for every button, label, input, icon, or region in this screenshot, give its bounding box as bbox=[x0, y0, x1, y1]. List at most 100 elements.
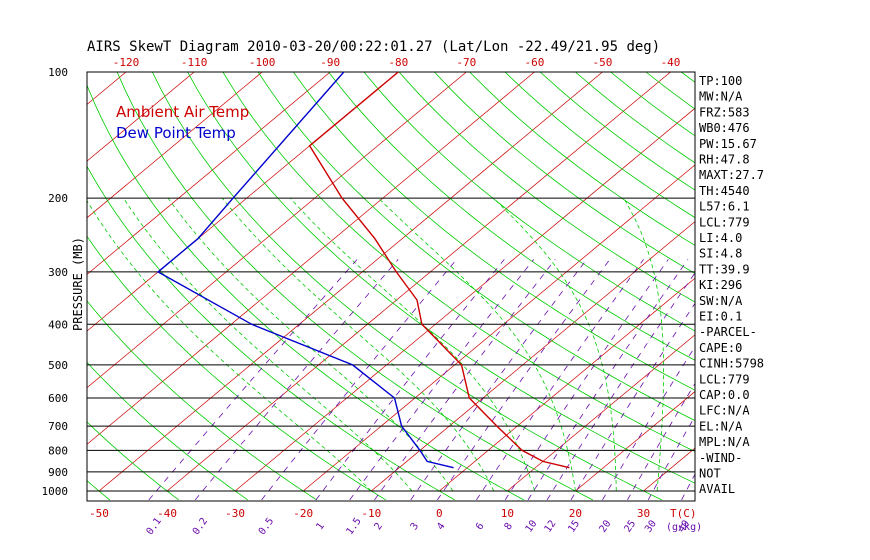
moist-adiabat-line bbox=[378, 197, 576, 492]
isotherm-line bbox=[575, 391, 695, 492]
mixing-ratio-line bbox=[627, 382, 695, 501]
mixing-ratio-line bbox=[476, 259, 644, 501]
index-row: EL:N/A bbox=[699, 419, 743, 433]
index-row: L57:6.1 bbox=[699, 200, 750, 214]
mixing-ratio-line bbox=[437, 259, 611, 501]
mixing-ratio-tick-label: 8 bbox=[503, 521, 515, 532]
dry-adiabat-line bbox=[363, 72, 695, 332]
index-row: SW:N/A bbox=[699, 294, 743, 308]
index-row: MAXT:27.7 bbox=[699, 168, 764, 182]
pressure-ticks: 100 200 300 400 500 600 700 800 900 1000 bbox=[42, 66, 69, 498]
bottom-temp-ticks: -50 -40 -30 -20 -10 0 10 20 30 T(C) bbox=[89, 507, 696, 520]
top-temp-tick-label: -60 bbox=[524, 56, 544, 69]
top-temp-ticks: -120 -110 -100 -90 -80 -70 -60 -50 -40 bbox=[113, 56, 681, 69]
mixing-ratio-tick-label: 3 bbox=[409, 521, 421, 532]
pressure-tick-label: 600 bbox=[48, 392, 68, 405]
top-temp-tick-label: -70 bbox=[456, 56, 476, 69]
moist-adiabat-line bbox=[221, 197, 495, 492]
mixing-ratio-tick-label: 1 bbox=[314, 521, 326, 532]
top-temp-tick-label: -100 bbox=[249, 56, 276, 69]
mixing-ratio-line bbox=[194, 259, 399, 501]
isotherm-line bbox=[507, 334, 695, 492]
index-row: SI:4.8 bbox=[699, 247, 742, 261]
mixing-ratio-tick-label: 25 bbox=[622, 518, 638, 534]
top-temp-tick-label: -110 bbox=[181, 56, 208, 69]
isotherm-line bbox=[0, 53, 81, 491]
series-dewpoint-line bbox=[156, 72, 454, 469]
mixing-ratio-line bbox=[527, 259, 689, 501]
mixing-ratio-tick-label: 0.5 bbox=[257, 516, 276, 537]
index-row: CAP:0.0 bbox=[699, 388, 750, 402]
pressure-tick-label: 400 bbox=[48, 318, 68, 331]
mixing-ratio-line bbox=[602, 345, 695, 501]
index-row: TH:4540 bbox=[699, 184, 750, 198]
dry-adiabat-line bbox=[257, 72, 695, 422]
dry-adiabat-line bbox=[116, 72, 593, 501]
mixing-ratio-tick-label: 30 bbox=[643, 518, 659, 534]
y-axis-label: PRESSURE (MB) bbox=[71, 237, 85, 331]
isotherm-line bbox=[87, 72, 263, 219]
mixing-ratio-line bbox=[148, 259, 358, 501]
index-row: TP:100 bbox=[699, 74, 742, 88]
index-row: WB0:476 bbox=[699, 121, 750, 135]
index-row: MPL:N/A bbox=[699, 435, 750, 449]
pressure-tick-label: 900 bbox=[48, 466, 68, 479]
index-row: KI:296 bbox=[699, 278, 742, 292]
bottom-temp-tick-label: -30 bbox=[225, 507, 245, 520]
pressure-tick-label: 200 bbox=[48, 192, 68, 205]
bottom-unit-label: T(C) bbox=[670, 507, 697, 520]
mixing-ratio-tick-label: 6 bbox=[474, 521, 486, 532]
dry-adiabat-line bbox=[328, 72, 695, 361]
index-row: MW:N/A bbox=[699, 90, 743, 104]
index-row: AVAIL bbox=[699, 482, 735, 496]
index-row: LCL:779 bbox=[699, 215, 750, 229]
mixing-ratio-line bbox=[374, 259, 556, 501]
bottom-temp-tick-label: 30 bbox=[637, 507, 650, 520]
dry-adiabat-line bbox=[433, 72, 695, 274]
mixing-ratio-line bbox=[349, 259, 535, 501]
index-row: TT:39.9 bbox=[699, 262, 750, 276]
isobar-grid bbox=[87, 197, 695, 492]
dry-adiabat-line bbox=[292, 72, 695, 391]
mixing-ratio-tick-label: 10 bbox=[524, 518, 540, 534]
index-row: LCL:779 bbox=[699, 372, 750, 386]
index-row: FRZ:583 bbox=[699, 105, 750, 119]
index-row: RH:47.8 bbox=[699, 153, 750, 167]
series-ambient-temp-line bbox=[308, 72, 570, 469]
mixing-ratio-line bbox=[681, 473, 695, 501]
mixing-ratio-tick-label: 2 bbox=[373, 521, 385, 532]
isotherm-line bbox=[439, 277, 695, 492]
mixing-ratio-tick-label: 0.2 bbox=[191, 516, 210, 537]
mixing-ratio-line bbox=[261, 259, 458, 501]
pressure-tick-label: 800 bbox=[48, 444, 68, 457]
moist-adiabat-line bbox=[289, 197, 535, 492]
series-layer bbox=[156, 72, 570, 469]
bottom-temp-tick-label: 0 bbox=[436, 507, 443, 520]
dry-adiabat-line bbox=[187, 72, 695, 484]
mixing-ratio-tick-label: 15 bbox=[566, 518, 582, 534]
index-row: -WIND- bbox=[699, 451, 742, 465]
bottom-temp-tick-label: 20 bbox=[569, 507, 582, 520]
dry-adiabat-line bbox=[0, 53, 41, 500]
bottom-temp-tick-label: -10 bbox=[361, 507, 381, 520]
dry-adiabat-line bbox=[87, 84, 524, 501]
index-row: -PARCEL- bbox=[699, 325, 757, 339]
isotherm-line bbox=[0, 53, 13, 491]
index-row: NOT bbox=[699, 467, 721, 481]
dry-adiabat-line bbox=[151, 72, 662, 501]
mixing-ratio-line bbox=[410, 259, 588, 501]
dry-adiabat-line bbox=[469, 72, 695, 246]
bottom-temp-tick-label: -50 bbox=[89, 507, 109, 520]
top-temp-tick-label: -80 bbox=[388, 56, 408, 69]
mixing-ratio-line bbox=[647, 415, 695, 501]
index-row: EI:0.1 bbox=[699, 310, 742, 324]
mixing-ratio-tick-label: 12 bbox=[543, 518, 559, 534]
pressure-tick-label: 500 bbox=[48, 359, 68, 372]
dry-adiabat-line bbox=[87, 300, 317, 501]
top-temp-tick-label: -50 bbox=[592, 56, 612, 69]
top-temp-tick-label: -40 bbox=[661, 56, 681, 69]
mixing-ratio-line bbox=[570, 302, 695, 501]
dry-adiabat-line bbox=[87, 361, 248, 501]
bottom-temp-tick-label: -40 bbox=[157, 507, 177, 520]
